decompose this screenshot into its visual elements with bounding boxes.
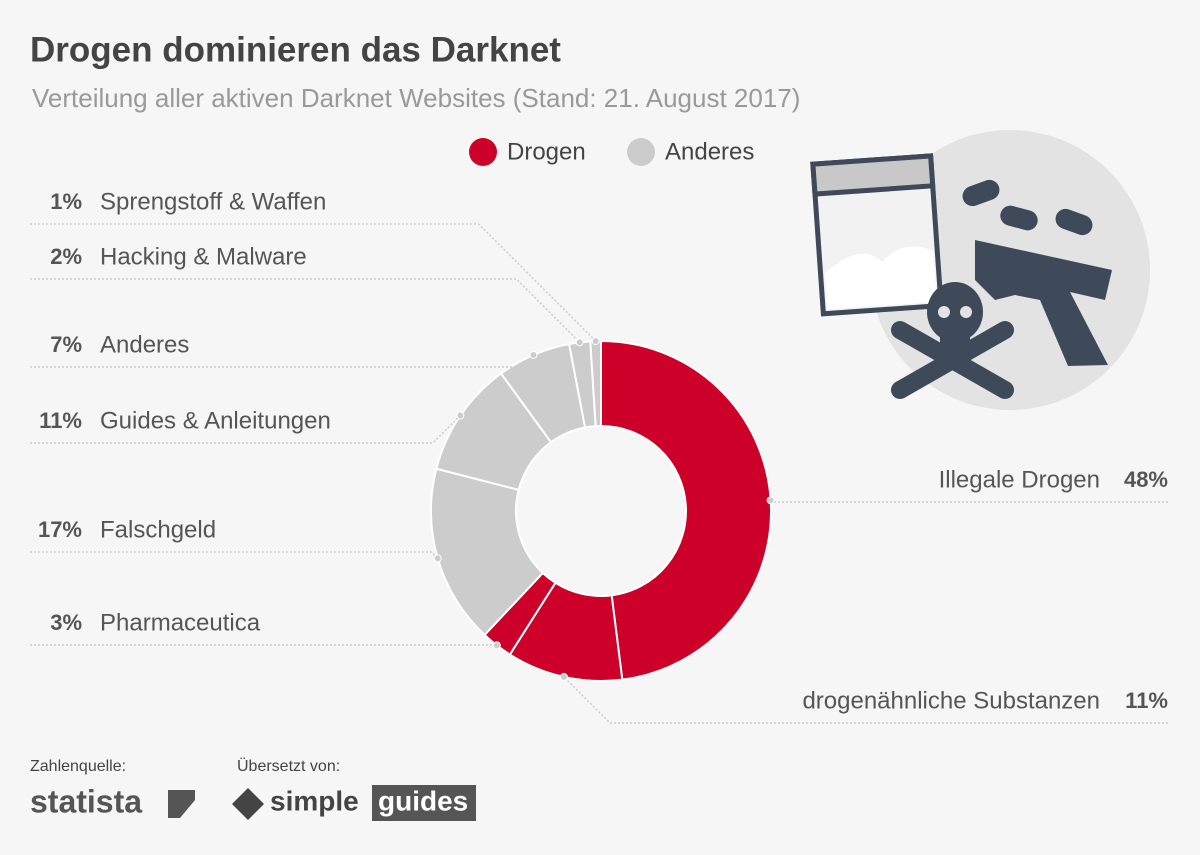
leader-dot bbox=[492, 641, 501, 650]
category-label: Hacking & Malware bbox=[100, 243, 307, 270]
footer: Zahlenquelle: statista Übersetzt von: si… bbox=[30, 757, 476, 821]
legend-swatch bbox=[627, 138, 655, 166]
category-label: Guides & Anleitungen bbox=[100, 407, 331, 434]
leader-line bbox=[30, 551, 439, 559]
value-label: 7% bbox=[50, 332, 82, 357]
category-label: drogenähnliche Substanzen bbox=[802, 687, 1100, 714]
legend-label: Drogen bbox=[507, 138, 586, 165]
leader-dot bbox=[559, 672, 568, 681]
category-label: Anderes bbox=[100, 331, 189, 358]
category-label: Illegale Drogen bbox=[939, 466, 1100, 493]
chart-title: Drogen dominieren das Darknet bbox=[30, 30, 561, 69]
leader-line bbox=[30, 414, 461, 444]
legend-label: Anderes bbox=[665, 138, 754, 165]
value-label: 2% bbox=[50, 244, 82, 269]
leader-dot bbox=[529, 350, 538, 359]
leader-dot bbox=[766, 496, 775, 505]
category-label: Sprengstoff & Waffen bbox=[100, 188, 326, 215]
leader-line bbox=[770, 499, 1168, 503]
translator: guides bbox=[378, 785, 468, 816]
source-label: Zahlenquelle: bbox=[30, 758, 126, 775]
category-label: Falschgeld bbox=[100, 516, 216, 543]
value-label: 48% bbox=[1124, 467, 1168, 492]
value-label: 17% bbox=[38, 517, 82, 542]
translated-label: Übersetzt von: bbox=[237, 757, 340, 775]
legend-swatch bbox=[469, 138, 497, 166]
leader-dot bbox=[433, 554, 442, 563]
value-label: 11% bbox=[1125, 688, 1168, 713]
value-label: 3% bbox=[50, 610, 82, 635]
translator: simple bbox=[270, 785, 359, 816]
leader-line bbox=[30, 223, 597, 342]
source: statista bbox=[30, 783, 142, 819]
slice bbox=[430, 467, 545, 637]
illustration bbox=[810, 130, 1150, 410]
category-label: Pharmaceutica bbox=[100, 609, 261, 636]
leader-line bbox=[563, 676, 1168, 724]
value-label: 1% bbox=[50, 189, 82, 214]
leader-dot bbox=[456, 411, 465, 420]
value-label: 11% bbox=[39, 408, 82, 433]
leader-dot bbox=[575, 338, 584, 347]
chart-subtitle: Verteilung aller aktiven Darknet Website… bbox=[32, 83, 800, 113]
slice bbox=[600, 339, 772, 681]
leader-dot bbox=[591, 337, 600, 346]
